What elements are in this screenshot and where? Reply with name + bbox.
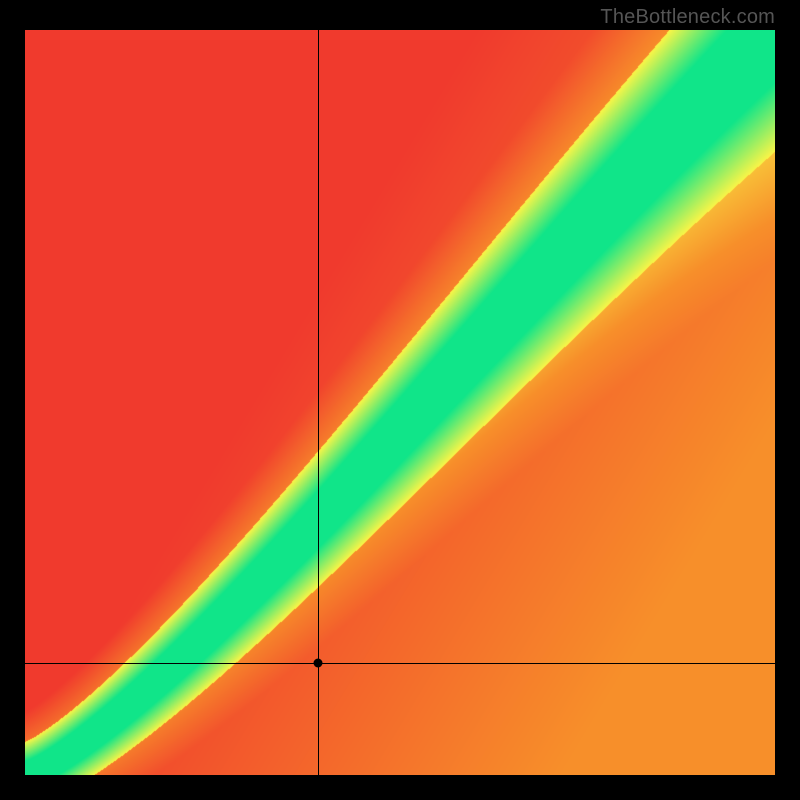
watermark-label: TheBottleneck.com (600, 6, 775, 29)
chart-container: TheBottleneck.com (0, 0, 800, 800)
plot-frame (25, 30, 775, 775)
crosshair-horizontal (25, 663, 775, 664)
crosshair-marker (314, 659, 323, 668)
